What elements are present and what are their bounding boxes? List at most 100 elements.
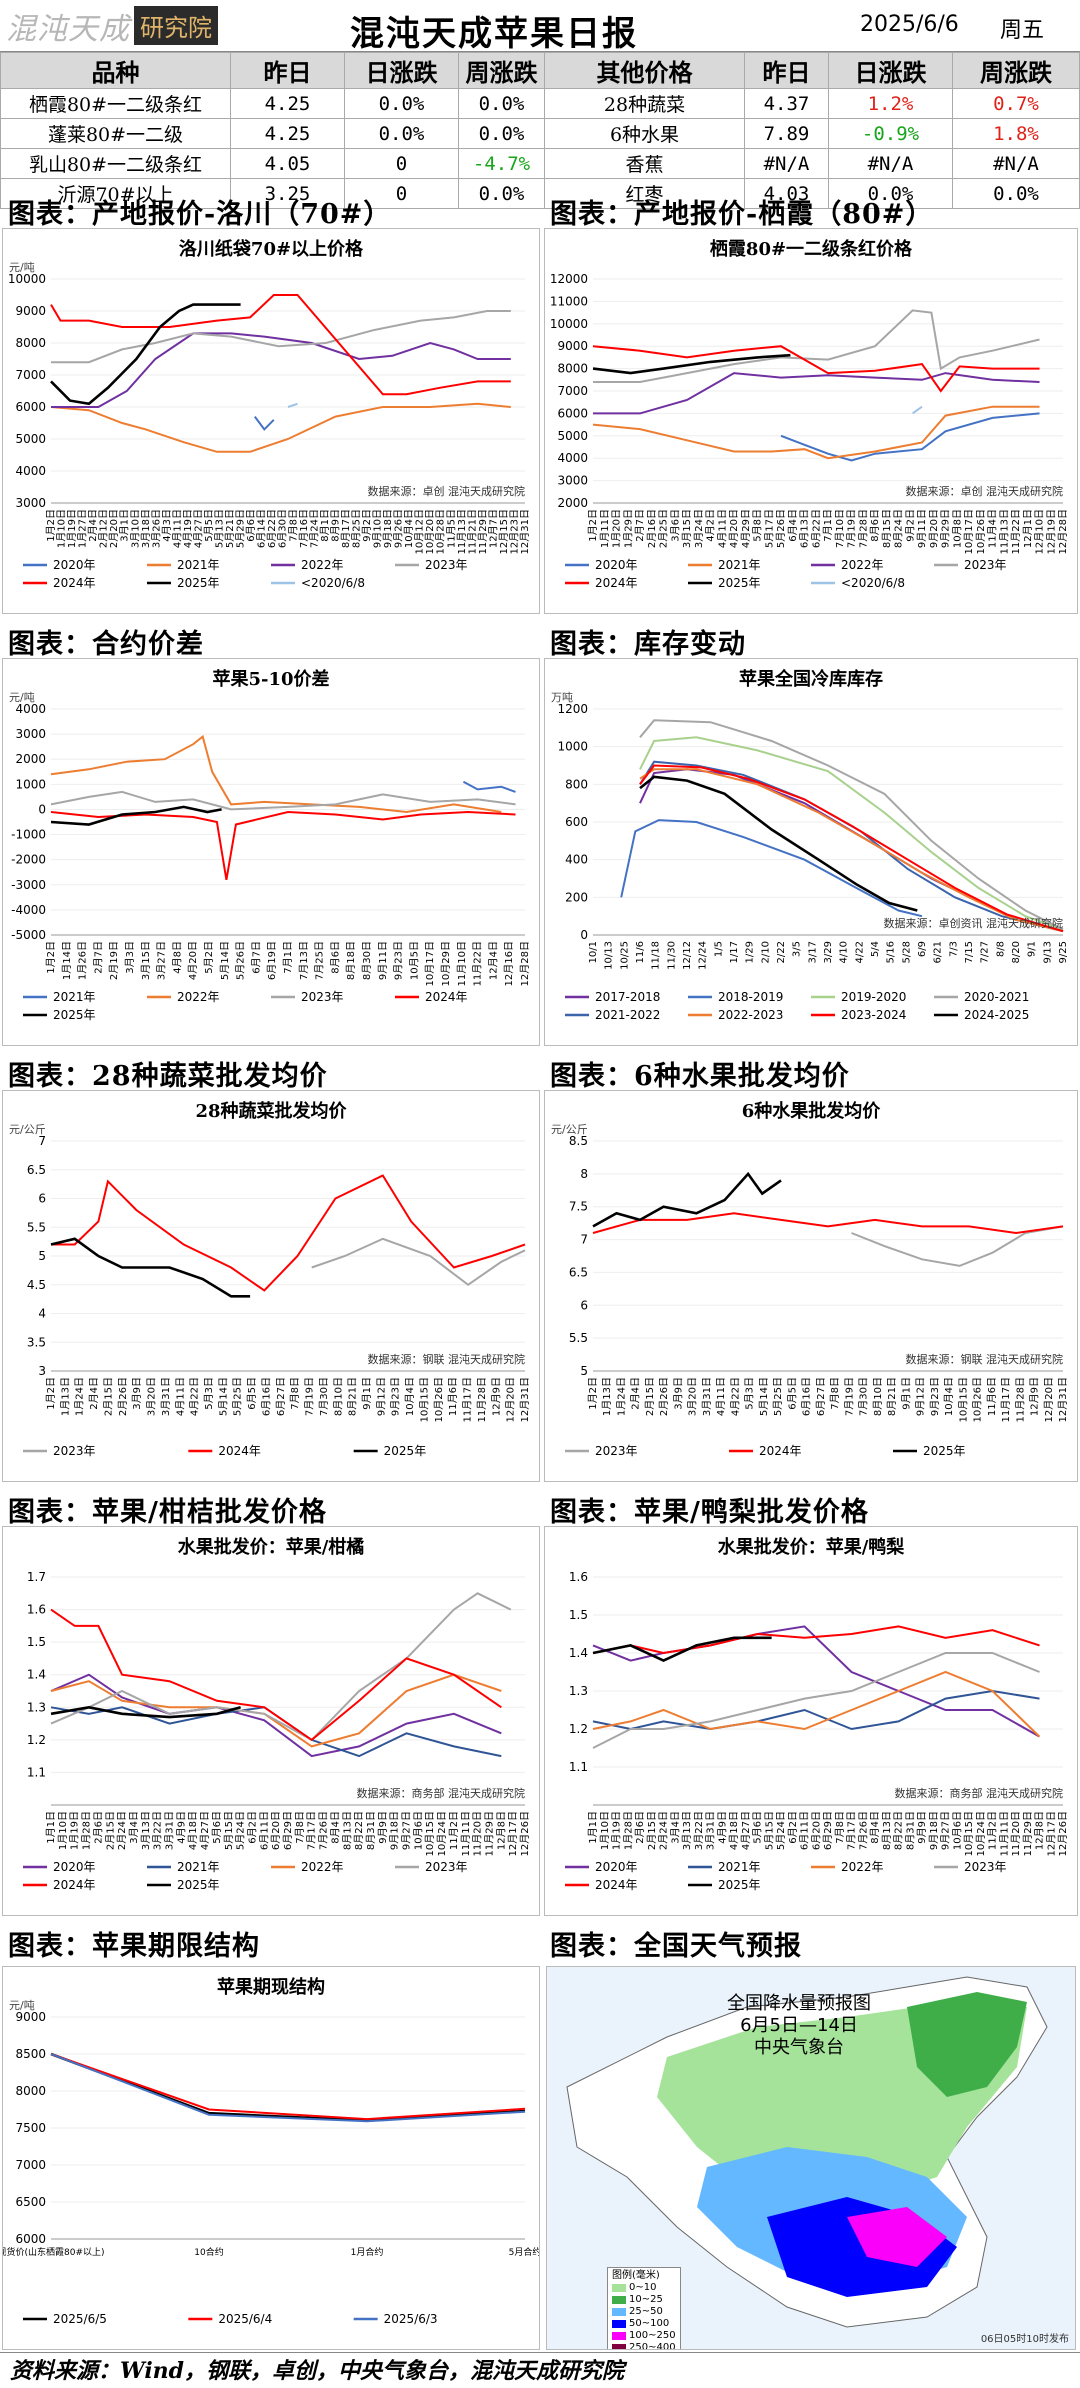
y-tick-label: 600 — [565, 815, 588, 829]
legend-swatch — [612, 2308, 626, 2316]
series-line-0 — [780, 412, 1040, 462]
x-tick-label: 4月8日 — [171, 941, 183, 974]
series-line-7 — [639, 775, 918, 912]
y-tick-label: 4 — [38, 1307, 46, 1321]
price-table-cell: 0.0% — [458, 178, 545, 209]
y-tick-label: 5000 — [15, 432, 46, 446]
y-tick-label: 6.5 — [569, 1265, 588, 1279]
x-tick-label: 1月1日 — [45, 1811, 57, 1844]
x-tick-label: 8月25日 — [350, 509, 362, 548]
x-tick-label: 5月5日 — [203, 509, 215, 542]
x-tick-label: 10/13 — [604, 941, 615, 970]
x-tick-label: 12月8日 — [1034, 1811, 1046, 1850]
legend-label: 2025年 — [177, 1878, 220, 1892]
x-tick-label: 10月28日 — [435, 509, 447, 554]
x-tick-label: 10月29日 — [440, 941, 452, 986]
x-tick-label: 9月11日 — [377, 941, 389, 980]
x-tick-label: 1月13日 — [59, 1377, 71, 1416]
x-tick-label: 12月19日 — [1045, 509, 1057, 554]
x-tick-label: 11/30 — [666, 941, 677, 970]
x-tick-label: 6月16日 — [801, 1377, 813, 1416]
x-tick-label: 5月21日 — [224, 509, 236, 548]
map-legend-item: 25~50 — [612, 2306, 676, 2318]
x-tick-label: 2月25日 — [658, 509, 670, 548]
x-tick-label: 10月24日 — [436, 1811, 448, 1856]
x-tick-label: 3月31日 — [701, 1377, 713, 1416]
chart-title: 栖霞80#一二级条红价格 — [710, 238, 913, 260]
x-tick-label: 6月2日 — [246, 1811, 258, 1844]
y-tick-label: 9000 — [557, 339, 588, 353]
legend-label: 2020-2021 — [964, 990, 1029, 1004]
section-title-term-structure: 图表：苹果期限结构 — [8, 1931, 260, 1962]
x-tick-label: 7/15 — [964, 941, 975, 963]
x-tick-label: 7月8日 — [834, 1811, 846, 1844]
y-unit-label: 元/吨 — [9, 261, 35, 274]
series-line-3 — [50, 1592, 512, 1742]
legend-label: 2024年 — [595, 1878, 638, 1892]
x-tick-label: 2月24日 — [658, 1811, 670, 1850]
x-tick-label: 12/24 — [698, 941, 709, 970]
x-tick-label: 8月4日 — [869, 1811, 881, 1844]
price-table-cell: #N/A — [828, 148, 953, 179]
y-tick-label: 400 — [565, 853, 588, 867]
chart-panel-fruits: 6种水果批发均价 元/公斤 5 5.5 6 6.5 7 7.5 8 8.5 1月2日 1月13日 1月2… — [544, 1090, 1078, 1482]
price-table-row: 栖霞80#一二级条红 4.25 0.0% 0.0% 28种蔬菜 4.37 1.2% 0.7% — [0, 88, 1080, 119]
chart-source: 数据来源：卓创资讯 混沌天成研究院 — [884, 916, 1064, 930]
chart-qixia: 栖霞80#一二级条红价格 2000 3000 4000 5000 6000 7000 8000… — [550, 238, 1069, 590]
x-tick-label: 1月10日 — [599, 1811, 611, 1850]
y-tick-label: 1.6 — [27, 1603, 46, 1617]
y-tick-label: 200 — [565, 890, 588, 904]
x-tick-label: 11月11日 — [460, 1811, 472, 1856]
x-tick-label: 8月31日 — [365, 1811, 377, 1850]
price-table-cell: 3.25 — [230, 178, 345, 209]
x-tick-label: 8/8 — [995, 941, 1006, 957]
section-title-weather: 图表：全国天气预报 — [550, 1931, 802, 1962]
x-tick-label: 11月21日 — [466, 509, 478, 554]
x-tick-label: 7月17日 — [846, 1811, 858, 1850]
series-line-0 — [50, 2052, 526, 2122]
x-tick-label: 10月6日 — [412, 1811, 424, 1850]
x-tick-label: 9月26日 — [393, 509, 405, 548]
series-line-0 — [462, 780, 516, 793]
x-tick-label: 5月25日 — [232, 1377, 244, 1416]
x-tick-label: 6月27日 — [275, 1377, 287, 1416]
x-tick-label: 11月17日 — [1000, 1377, 1012, 1422]
price-table-cell: 0.0% — [952, 178, 1080, 209]
chart-panel-apple-pear: 水果批发价：苹果/鸭梨 1.1 1.2 1.3 1.4 1.5 1.6 1月1日 1月10日 1月… — [544, 1526, 1078, 1916]
y-tick-label: 1.1 — [27, 1765, 46, 1779]
x-tick-label: 7月26日 — [318, 1811, 330, 1850]
series-line-2 — [50, 790, 516, 811]
section-title-inventory: 图表：库存变动 — [550, 629, 746, 660]
x-tick-label: 9月20日 — [928, 509, 940, 548]
x-tick-label: 8月13日 — [341, 1811, 353, 1850]
x-tick-label: 5月合约 — [509, 2246, 539, 2258]
series-line-3 — [593, 309, 1040, 383]
chart-panel-vegetables: 28种蔬菜批发均价 元/公斤 3 3.5 4 4.5 5 5.5 6 6.5 7 1月2日 1月13日 1… — [2, 1090, 540, 1482]
chart-title: 苹果全国冷库库存 — [739, 668, 883, 690]
price-table-cell: 7.89 — [744, 118, 829, 149]
x-tick-label: 3月22日 — [152, 1811, 164, 1850]
legend-label: 2022年 — [841, 558, 884, 572]
x-tick-label: 9月27日 — [401, 1811, 413, 1850]
x-tick-label: 10月15日 — [963, 1811, 975, 1856]
x-tick-label: 5月15日 — [223, 1811, 235, 1850]
chart-panel-luochuan: 洛川纸袋70#以上价格 元/吨 3000 4000 5000 6000 7000 8000 90… — [2, 228, 540, 614]
x-tick-label: 10月12日 — [414, 509, 426, 554]
y-tick-label: 3.5 — [27, 1335, 46, 1349]
x-tick-label: 4月11日 — [171, 509, 183, 548]
x-tick-label: 10月15日 — [957, 1377, 969, 1422]
x-tick-label: 12月28日 — [519, 941, 531, 986]
legend-label: 2020年 — [595, 558, 638, 572]
x-tick-label: 8月21日 — [886, 1377, 898, 1416]
x-tick-label: 5月14日 — [219, 941, 231, 980]
y-tick-label: 5 — [580, 1364, 588, 1378]
legend-label: 2025年 — [384, 1444, 427, 1458]
y-tick-label: 5000 — [557, 429, 588, 443]
series-line-2 — [593, 372, 1040, 415]
x-tick-label: 8月18日 — [345, 941, 357, 980]
x-tick-label: 9月1日 — [900, 1377, 912, 1410]
section-title-fruits: 图表：6种水果批发均价 — [550, 1061, 850, 1092]
x-tick-label: 8月30日 — [361, 941, 373, 980]
x-tick-label: 6月5日 — [246, 1377, 258, 1410]
series-line-0 — [50, 1673, 502, 1758]
